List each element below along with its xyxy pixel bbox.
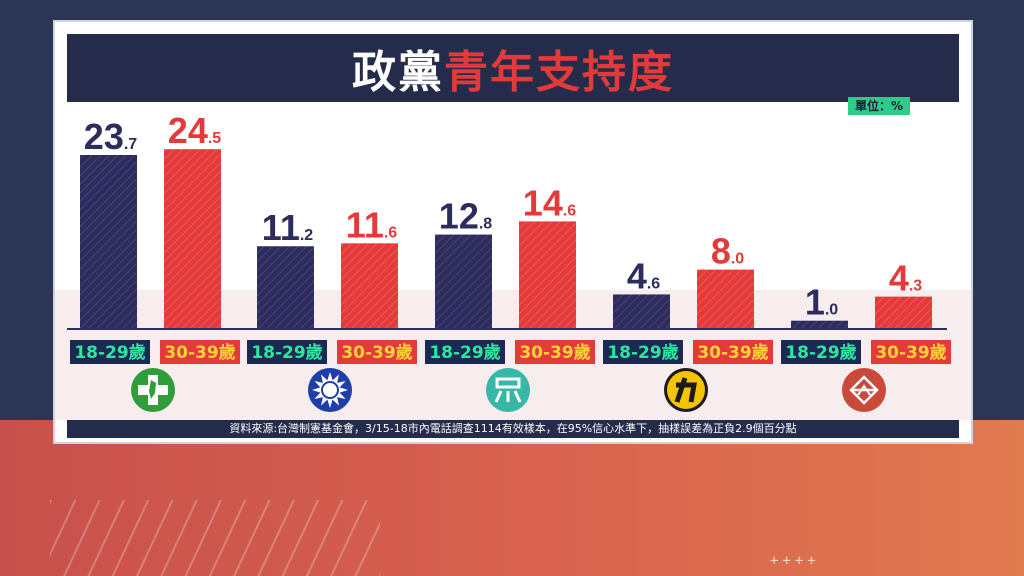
- bar-chart: 23.7 18-29歲 24.5 30-39歲 11.2 18-29歲 11.6 30-39歲…: [55, 110, 971, 420]
- value-label-tsp-30-39: 4.3: [889, 258, 922, 299]
- bar-npp-30-39: [697, 269, 754, 328]
- age-label-kmt-30-39-bg: [337, 340, 417, 364]
- background-stripes: [50, 500, 380, 576]
- age-label-tpp-30-39-bg: [515, 340, 595, 364]
- age-label-kmt-18-29-bg: [247, 340, 327, 364]
- bar-tpp-30-39: [519, 221, 576, 328]
- age-label-npp-30-39: 30-39歲: [693, 340, 773, 364]
- value-label-tpp-18-29: 12.8: [439, 196, 492, 237]
- age-label-dpp-30-39-text: 30-39歲: [164, 342, 235, 363]
- age-label-dpp-30-39: 30-39歲: [160, 340, 240, 364]
- bar-npp-18-29: [613, 294, 670, 328]
- kmt-sun-core: [321, 381, 339, 399]
- tpp-glyph-bottom: [494, 390, 522, 403]
- age-label-tpp-30-39: 30-39歲: [515, 340, 595, 364]
- value-label-kmt-30-39: 11.6: [346, 204, 398, 245]
- bar-kmt-18-29: [257, 246, 314, 328]
- age-label-tsp-18-29-bg: [781, 340, 861, 364]
- value-label-dpp-18-29: 23.7: [84, 116, 137, 157]
- age-label-kmt-30-39: 30-39歲: [337, 340, 417, 364]
- tsp-logo-icon: [842, 368, 886, 412]
- age-label-kmt-18-29: 18-29歲: [247, 340, 327, 364]
- age-label-npp-18-29-text: 18-29歲: [607, 342, 678, 363]
- age-label-tsp-18-29: 18-29歲: [781, 340, 861, 364]
- age-label-tsp-30-39: 30-39歲: [871, 340, 951, 364]
- background-gradient: [0, 420, 1024, 576]
- value-label-tpp-30-39: 14.6: [523, 182, 576, 223]
- age-label-npp-18-29-bg: [603, 340, 683, 364]
- tsp-chevron: [857, 384, 871, 396]
- age-label-dpp-18-29: 18-29歲: [70, 340, 150, 364]
- chart-panel: 政黨 青年支持度 單位：% 23.7 18-29歲 24.5 30-39歲 11.2 18-…: [55, 22, 971, 442]
- value-label-tsp-18-29: 1.0: [805, 282, 838, 323]
- npp-logo-icon: [664, 368, 708, 412]
- bar-kmt-30-39: [341, 243, 398, 328]
- age-label-tsp-30-39-text: 30-39歲: [875, 342, 946, 363]
- kmt-logo-icon: [308, 368, 352, 412]
- title-part-1: 政黨: [352, 47, 444, 98]
- value-label-npp-18-29: 4.6: [627, 255, 660, 296]
- dpp-island: [149, 380, 156, 399]
- age-label-kmt-30-39-text: 30-39歲: [341, 342, 412, 363]
- age-label-npp-18-29: 18-29歲: [603, 340, 683, 364]
- bar-dpp-18-29: [80, 154, 137, 328]
- age-label-tpp-18-29: 18-29歲: [425, 340, 505, 364]
- title-part-2: 青年支持度: [444, 47, 674, 98]
- age-label-npp-30-39-bg: [693, 340, 773, 364]
- bar-tsp-30-39: [875, 296, 932, 328]
- tsp-diamond: [849, 375, 879, 405]
- age-label-dpp-30-39-bg: [160, 340, 240, 364]
- bar-dpp-30-39: [164, 149, 221, 328]
- decoration-plus-marks: ++++: [770, 553, 820, 569]
- age-label-kmt-18-29-text: 18-29歲: [251, 342, 322, 363]
- age-label-tpp-18-29-bg: [425, 340, 505, 364]
- age-label-dpp-18-29-text: 18-29歲: [74, 342, 145, 363]
- age-label-tsp-30-39-bg: [871, 340, 951, 364]
- age-label-tpp-30-39-text: 30-39歲: [519, 342, 590, 363]
- bar-tsp-18-29: [791, 320, 848, 328]
- age-label-dpp-18-29-bg: [70, 340, 150, 364]
- value-label-kmt-18-29: 11.2: [262, 207, 314, 248]
- age-label-tsp-18-29-text: 18-29歲: [785, 342, 856, 363]
- npp-circle: [667, 371, 705, 409]
- bar-tpp-18-29: [435, 234, 492, 328]
- age-label-npp-30-39-text: 30-39歲: [697, 342, 768, 363]
- value-label-dpp-30-39: 24.5: [168, 110, 221, 151]
- unit-badge: 單位：%: [848, 97, 910, 115]
- value-label-npp-30-39: 8.0: [711, 231, 744, 272]
- npp-glyph: [674, 377, 697, 403]
- tpp-glyph-top: [495, 377, 521, 389]
- dpp-logo-icon: [131, 368, 175, 412]
- age-label-tpp-18-29-text: 18-29歲: [429, 342, 500, 363]
- tpp-circle: [486, 368, 530, 412]
- title-bar: 政黨 青年支持度: [67, 34, 959, 102]
- source-note: 資料來源:台灣制憲基金會，3/15-18市內電話調查1114有效樣本，在95%信…: [67, 420, 959, 438]
- tpp-logo-icon: [486, 368, 530, 412]
